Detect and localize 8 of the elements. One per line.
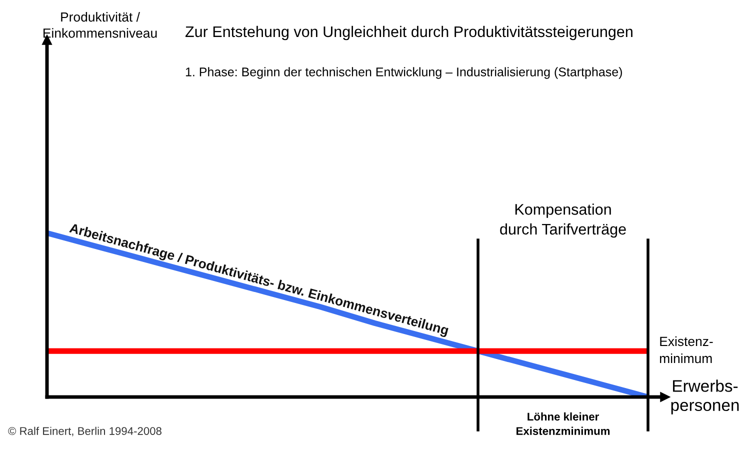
annotation: Kompensation durch Tarifverträge — [500, 204, 626, 238]
chart-title: Zur Entstehung von Ungleichheit durch Produktivitätssteigerungen — [185, 26, 632, 40]
chart-subtitle: 1. Phase: Beginn der technischen Entwicklung – Industrialisierung (Startphase) — [186, 67, 622, 79]
text: © Ralf Einert, Berlin 1994-2008 — [8, 426, 162, 436]
text: Löhne kleiner Existenzminimum — [516, 412, 610, 435]
x-axis-title: Erwerbs- personen — [671, 380, 739, 414]
series-label: Existenz- minimum — [660, 336, 713, 364]
text: Produktivität / Einkommensniveau — [44, 12, 157, 38]
